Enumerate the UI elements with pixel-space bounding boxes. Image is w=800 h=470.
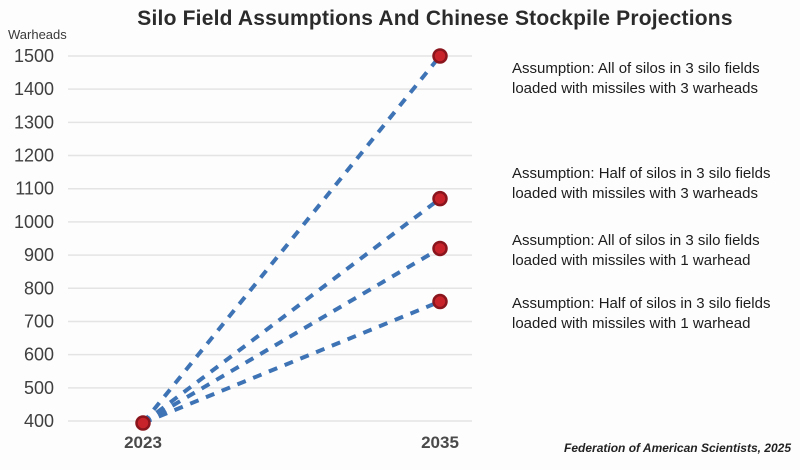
data-point-end — [432, 240, 448, 257]
x-tick-2035: 2035 — [421, 433, 459, 452]
y-tick-label: 1500 — [14, 46, 54, 66]
annotation-line: Assumption: Half of silos in 3 silo fiel… — [512, 165, 771, 182]
y-tick-label: 500 — [24, 378, 54, 398]
y-axis-label: Warheads — [8, 27, 67, 42]
annotation-line: loaded with missiles with 3 warheads — [512, 79, 758, 97]
y-tick-label: 600 — [24, 345, 54, 365]
y-tick-label: 900 — [24, 245, 54, 265]
annotation-line: Assumption: All of silos in 3 silo field… — [512, 232, 760, 249]
chart-title: Silo Field Assumptions And Chinese Stock… — [137, 7, 733, 30]
projection-line — [141, 197, 442, 425]
annotation-half-3-warheads: Assumption: Half of silos in 3 silo fiel… — [512, 164, 797, 203]
annotation-all-3-warheads: Assumption: All of silos in 3 silo field… — [512, 59, 797, 98]
data-point-end — [432, 190, 448, 207]
annotation-line: Assumption: All of silos in 3 silo field… — [512, 60, 760, 77]
projection-line — [142, 299, 441, 425]
y-tick-label: 800 — [24, 278, 54, 298]
y-tick-label: 700 — [24, 311, 54, 331]
annotation-line: loaded with missiles with 3 warheads — [512, 184, 758, 202]
annotation-all-1-warhead: Assumption: All of silos in 3 silo field… — [512, 231, 797, 270]
projection-line — [141, 246, 442, 425]
y-tick-label: 1200 — [14, 146, 54, 166]
attribution-source: Federation of American Scientists, 2025 — [564, 441, 791, 455]
projection-line — [141, 54, 442, 425]
y-tick-label: 1400 — [14, 79, 54, 99]
y-tick-label: 400 — [24, 411, 54, 431]
data-point-end — [432, 48, 448, 64]
data-point-end — [432, 293, 448, 310]
annotation-line: loaded with missiles with 1 warhead — [512, 314, 751, 332]
data-point-start — [135, 415, 151, 431]
annotation-line: loaded with missiles with 1 warhead — [512, 251, 751, 269]
annotation-half-1-warhead: Assumption: Half of silos in 3 silo fiel… — [512, 294, 797, 333]
y-tick-label: 1100 — [15, 179, 54, 199]
y-tick-label: 1300 — [14, 112, 54, 132]
y-tick-label: 1000 — [14, 212, 54, 232]
x-tick-2023: 2023 — [124, 433, 162, 452]
annotation-line: Assumption: Half of silos in 3 silo fiel… — [512, 295, 771, 312]
